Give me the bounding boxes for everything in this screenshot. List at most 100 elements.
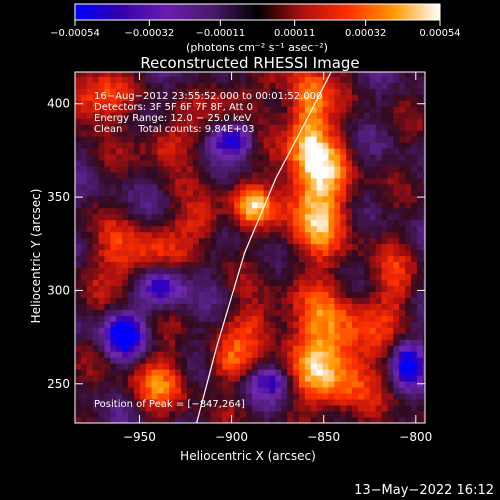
heatmap-cell <box>128 333 135 340</box>
heatmap-cell <box>363 76 371 83</box>
heatmap-cell <box>399 130 406 137</box>
heatmap-cell <box>169 166 176 173</box>
heatmap-cell <box>163 285 170 292</box>
heatmap-cell <box>328 225 335 233</box>
heatmap-cell <box>228 118 235 125</box>
heatmap-cell <box>310 315 318 322</box>
heatmap-cell <box>346 112 353 119</box>
heatmap-cell <box>181 417 188 423</box>
heatmap-cell <box>369 88 377 95</box>
heatmap-cell <box>299 142 306 149</box>
heatmap-cell <box>187 363 194 370</box>
heatmap-cell <box>263 72 270 77</box>
heatmap-cell <box>369 231 377 239</box>
heatmap-cell <box>334 291 341 298</box>
heatmap-cell <box>181 363 188 370</box>
heatmap-cell <box>116 118 123 125</box>
heatmap-cell <box>210 399 217 406</box>
heatmap-cell <box>222 309 229 316</box>
heatmap-cell <box>357 381 365 388</box>
heatmap-cell <box>110 178 117 185</box>
heatmap-cell <box>169 160 176 167</box>
heatmap-cell <box>92 321 99 328</box>
heatmap-cell <box>299 315 306 322</box>
heatmap-cell <box>169 130 176 137</box>
heatmap-cell <box>151 327 158 334</box>
heatmap-cell <box>310 387 318 394</box>
heatmap-cell <box>287 261 294 269</box>
heatmap-cell <box>334 154 341 161</box>
heatmap-cell <box>263 297 270 304</box>
heatmap-cell <box>293 261 300 269</box>
heatmap-cell <box>363 124 371 131</box>
heatmap-cell <box>275 255 282 263</box>
heatmap-cell <box>269 303 276 310</box>
heatmap-cell <box>240 213 247 221</box>
heatmap-cell <box>116 100 123 107</box>
heatmap-cell <box>328 100 335 107</box>
heatmap-cell <box>281 249 288 257</box>
heatmap-cell <box>169 333 176 340</box>
heatmap-cell <box>275 213 282 221</box>
heatmap-cell <box>281 130 288 137</box>
heatmap-cell <box>310 267 318 275</box>
heatmap-cell <box>204 327 211 334</box>
heatmap-cell <box>86 267 94 275</box>
heatmap-cell <box>210 184 217 191</box>
heatmap-cell <box>157 417 164 423</box>
heatmap-cell <box>369 237 377 245</box>
heatmap-cell <box>346 94 353 101</box>
heatmap-cell <box>187 405 194 412</box>
heatmap-cell <box>405 411 412 418</box>
heatmap-cell <box>346 249 353 257</box>
heatmap-cell <box>139 106 147 113</box>
heatmap-cell <box>405 285 412 292</box>
heatmap-cell <box>334 381 341 388</box>
heatmap-cell <box>251 213 259 221</box>
heatmap-cell <box>216 255 223 263</box>
heatmap-cell <box>116 219 123 227</box>
heatmap-cell <box>287 154 294 161</box>
heatmap-cell <box>145 267 153 275</box>
heatmap-cell <box>293 219 300 227</box>
heatmap-cell <box>375 243 382 251</box>
heatmap-cell <box>145 148 153 155</box>
heatmap-cell <box>128 201 135 209</box>
colorbar-gradient <box>74 3 441 21</box>
heatmap-cell <box>139 136 147 143</box>
heatmap-cell <box>293 267 300 275</box>
heatmap-cell <box>145 94 153 101</box>
heatmap-cell <box>234 195 241 203</box>
heatmap-cell <box>357 339 365 346</box>
heatmap-cell <box>139 357 147 364</box>
heatmap-cell <box>98 351 105 358</box>
heatmap-cell <box>281 261 288 269</box>
heatmap-cell <box>399 237 406 245</box>
heatmap-cell <box>269 327 276 334</box>
heatmap-cell <box>86 291 94 298</box>
heatmap-cell <box>181 279 188 286</box>
heatmap-cell <box>210 375 217 382</box>
heatmap-cell <box>133 160 141 167</box>
heatmap-cell <box>251 136 259 143</box>
heatmap-cell <box>151 207 158 215</box>
heatmap-cell <box>304 225 312 233</box>
heatmap-cell <box>181 82 188 89</box>
heatmap-cell <box>204 243 211 251</box>
heatmap-cell <box>210 106 217 113</box>
heatmap-cell <box>322 369 329 376</box>
heatmap-cell <box>204 142 211 149</box>
heatmap-cell <box>369 243 377 251</box>
heatmap-cell <box>422 261 425 269</box>
heatmap-cell <box>357 82 365 89</box>
heatmap-cell <box>116 124 123 131</box>
heatmap-cell <box>145 333 153 340</box>
heatmap-cell <box>399 309 406 316</box>
heatmap-cell <box>346 225 353 233</box>
heatmap-cell <box>204 399 211 406</box>
heatmap-cell <box>251 249 259 257</box>
heatmap-cell <box>369 201 377 209</box>
heatmap-cell <box>269 375 276 382</box>
heatmap-cell <box>387 178 394 185</box>
heatmap-cell <box>399 273 406 281</box>
